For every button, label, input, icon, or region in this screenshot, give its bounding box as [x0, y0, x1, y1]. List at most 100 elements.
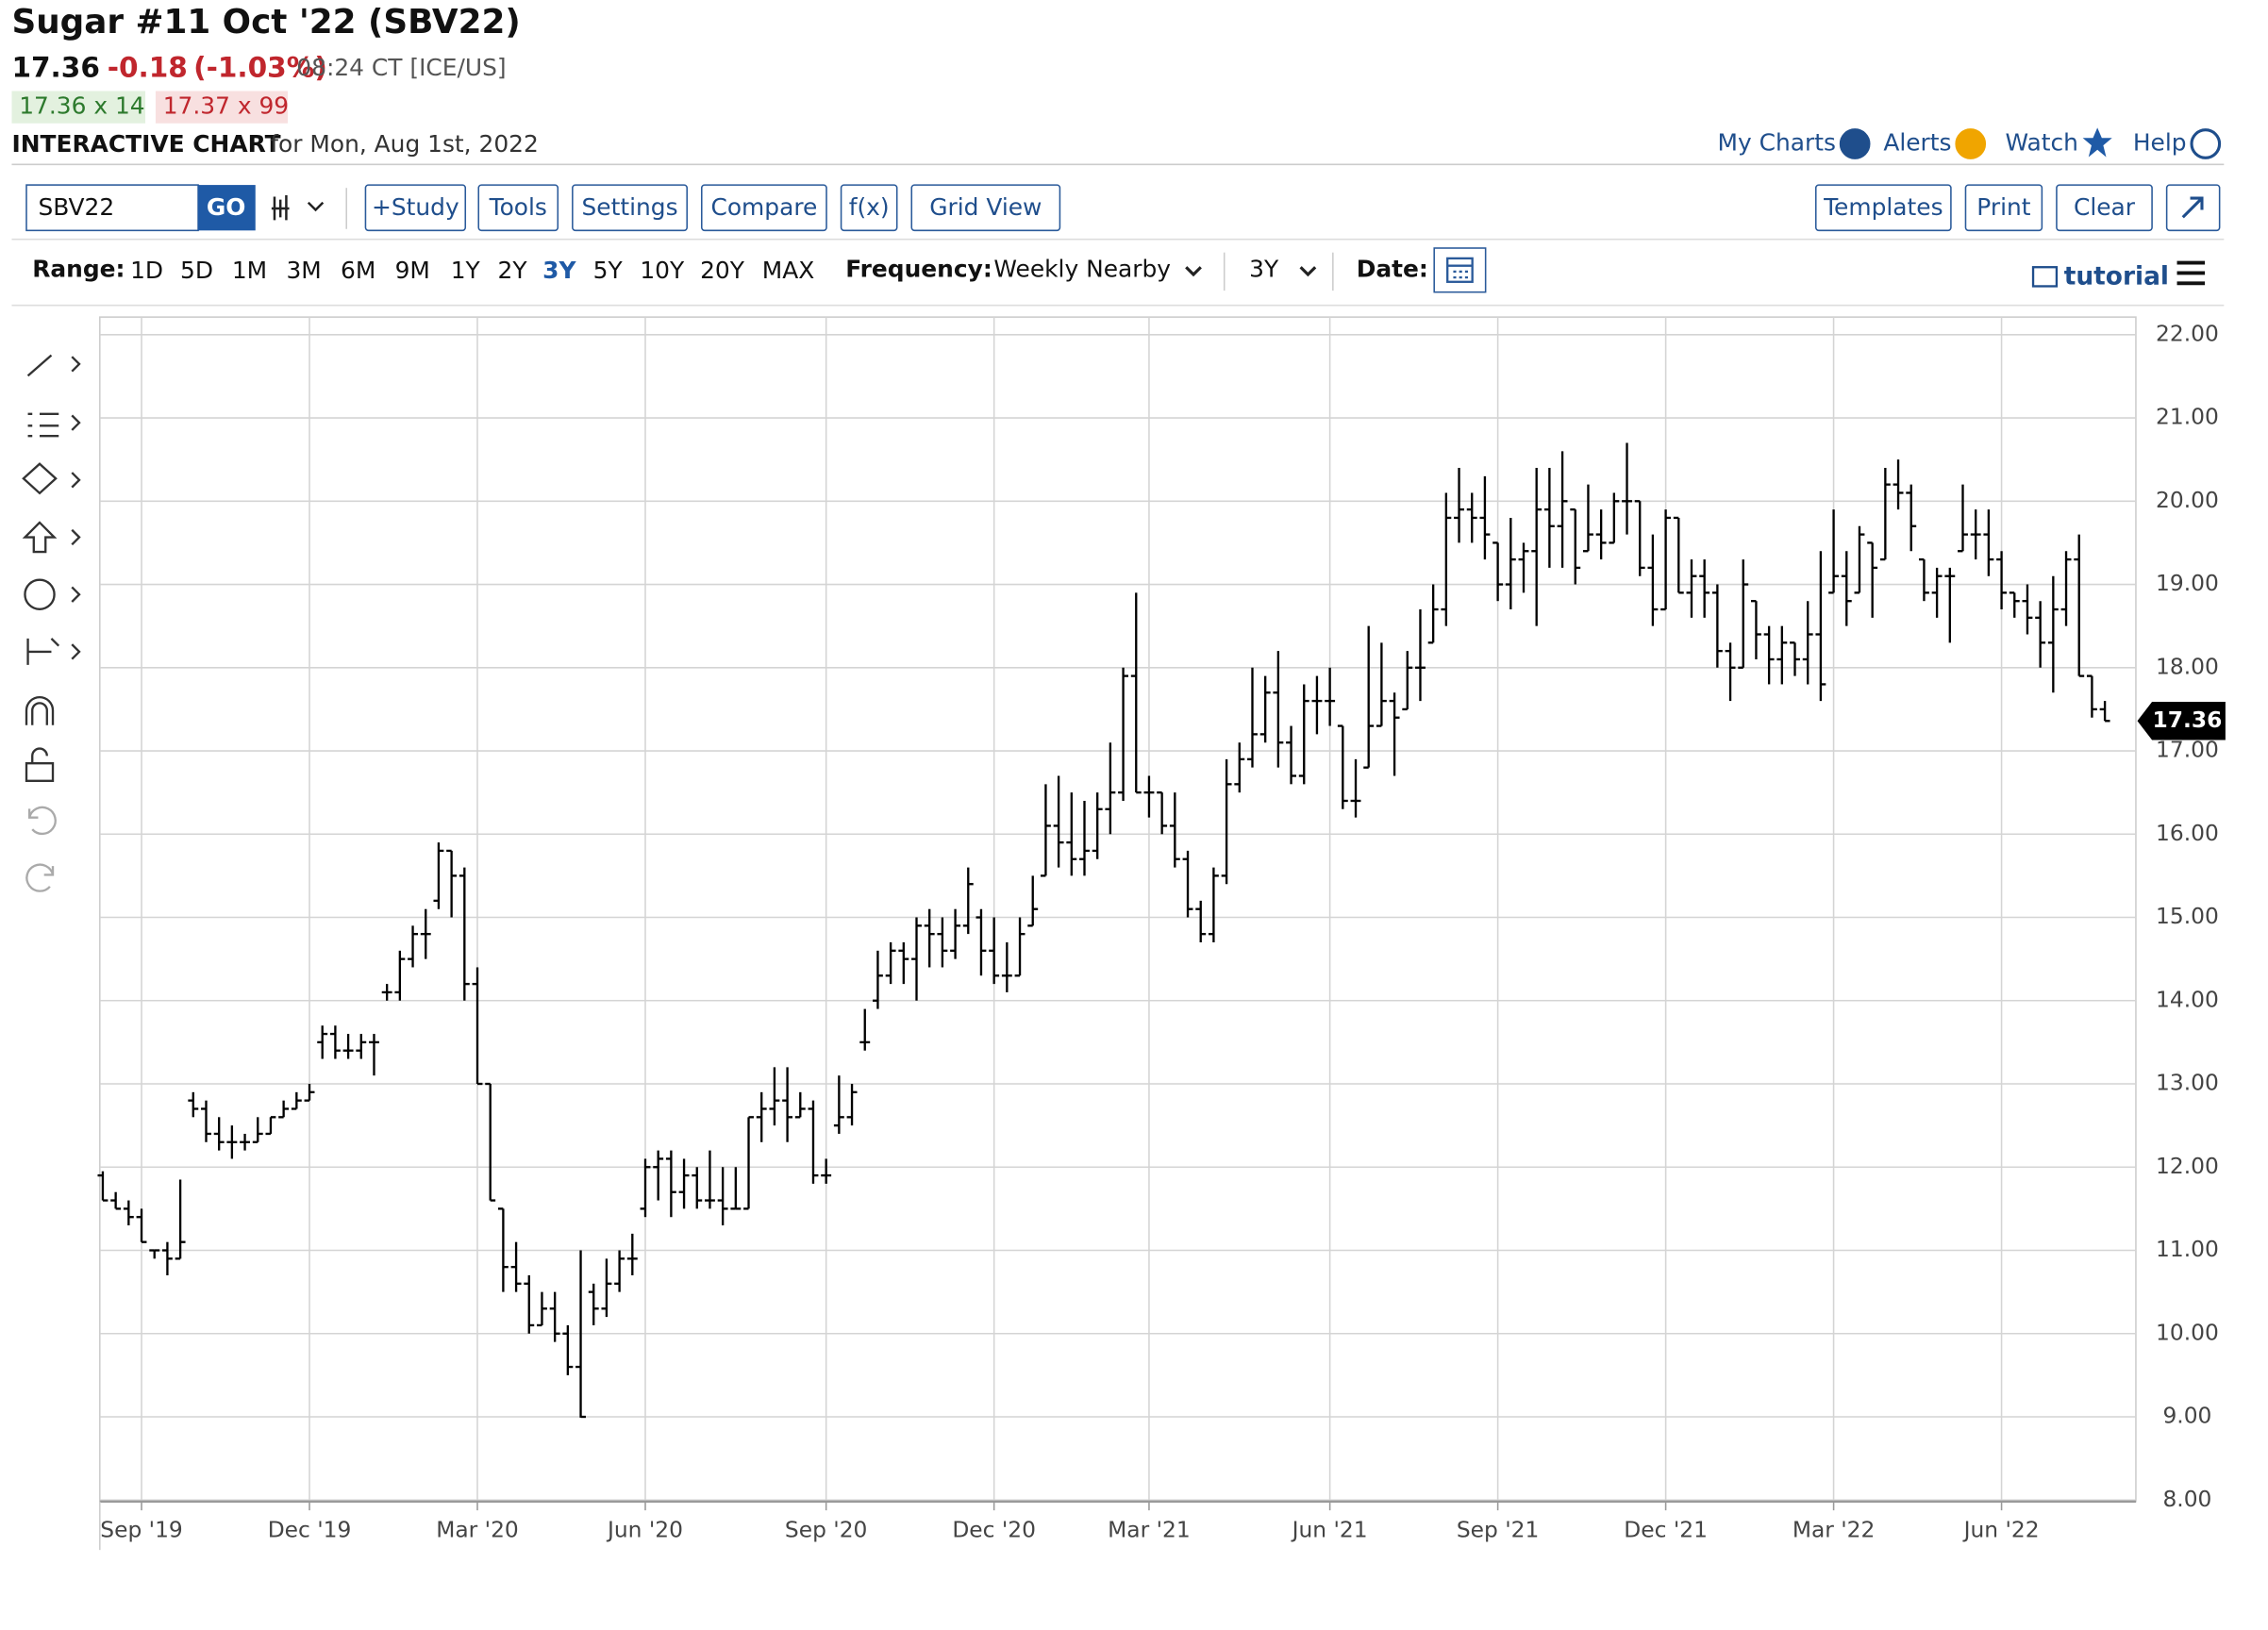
y-tick-label: 8.00 [2162, 1486, 2211, 1512]
range-option[interactable]: 5D [180, 257, 213, 284]
button-frame [1964, 184, 2043, 232]
button-text: Settings [582, 193, 678, 221]
period-value: 3Y [1249, 255, 1279, 282]
price-chart: 8.00 9.00 10.00 11.00 12.00 13.00 14.00 15.00 16… [97, 316, 2226, 1551]
x-tick-label: Jun '22 [1962, 1516, 2040, 1542]
range-option[interactable]: 6M [341, 257, 375, 284]
y-tick-label: 11.00 [2156, 1236, 2219, 1262]
range-option[interactable]: 2Y [498, 257, 528, 284]
button-frame [2056, 184, 2153, 232]
period-select[interactable]: 3Y [1249, 255, 1317, 282]
expand-button[interactable] [2165, 184, 2221, 232]
range-option[interactable]: 3Y [542, 257, 576, 284]
button-frame [572, 184, 688, 232]
shape-tool[interactable] [22, 462, 81, 495]
header-links: My Charts Alerts Watch Help [1718, 127, 2222, 159]
button-frame [910, 184, 1061, 232]
change-percent: (-1.03%) [193, 52, 327, 84]
range-option[interactable]: 1Y [451, 257, 481, 284]
fib-tool[interactable] [27, 412, 81, 438]
link-text: Help [2133, 129, 2187, 157]
last-price-tag [2137, 702, 2226, 740]
redo[interactable] [25, 863, 55, 892]
header-link[interactable]: My Charts [1718, 128, 1871, 159]
toolbar-buttons: +Study Tools Settings Compare f(x) Grid View T… [364, 184, 2221, 232]
toolbar-button[interactable]: Clear [2056, 184, 2153, 232]
lock-tool[interactable] [25, 747, 55, 782]
title: Sugar #11 Oct '22 (SBV22) [11, 3, 520, 42]
date-label: Date: [1357, 255, 1428, 282]
date-picker[interactable] [1433, 247, 1487, 293]
ask: 17.37 x 99 [163, 92, 289, 120]
toolbar-button[interactable]: Settings [572, 184, 688, 232]
chevron [1299, 266, 1317, 277]
arrow-tool[interactable] [22, 521, 81, 554]
toolbar-button[interactable]: f(x) [840, 184, 898, 232]
text-tool[interactable] [24, 578, 56, 610]
range-option[interactable]: 20Y [700, 257, 745, 284]
header-link[interactable]: Alerts [1883, 128, 1987, 159]
icon [2082, 127, 2112, 158]
button-frame [840, 184, 898, 232]
icon [1955, 128, 1987, 159]
toolbar-button[interactable]: Tools [477, 184, 559, 232]
y-tick-label: 21.00 [2156, 404, 2219, 430]
x-tick-label: Mar '20 [436, 1516, 519, 1542]
header-link[interactable]: Watch [2005, 127, 2112, 158]
range-option[interactable]: 5Y [593, 257, 624, 284]
toolbar-button[interactable]: Compare [700, 184, 827, 232]
symbol-input[interactable]: SBV22 [25, 184, 199, 232]
tutorial-text: tutorial [2064, 262, 2169, 291]
header-link[interactable]: Help [2133, 128, 2222, 159]
button-frame [1814, 184, 1952, 232]
x-tick-label: Dec '20 [952, 1516, 1036, 1542]
frequency-label: Frequency: [845, 255, 992, 282]
magnet-tool[interactable] [25, 696, 55, 725]
toolbar-button[interactable]: Grid View [910, 184, 1061, 232]
button-text: Compare [710, 193, 817, 221]
button-frame [364, 184, 467, 232]
go-button[interactable]: GO [198, 185, 256, 231]
range-option[interactable]: 1M [232, 257, 267, 284]
link-text: My Charts [1718, 129, 1836, 157]
range-option[interactable]: 10Y [640, 257, 685, 284]
y-tick-label: 22.00 [2156, 320, 2219, 346]
menu-icon[interactable] [2176, 260, 2206, 286]
range-option[interactable]: 1D [130, 257, 163, 284]
range-option[interactable]: 9M [395, 257, 430, 284]
toolbar-button[interactable]: Templates [1814, 184, 1952, 232]
symbol-text: SBV22 [38, 193, 114, 221]
y-tick-label: 13.00 [2156, 1070, 2219, 1096]
range-option[interactable]: MAX [762, 257, 815, 284]
range-options: 1D 5D 1M 3M 6M 9M 1Y 2Y 3Y 5Y 10Y 20Y MAX [130, 257, 814, 284]
toolbar-button[interactable]: Print [1964, 184, 2043, 232]
chart-label: INTERACTIVE CHART [11, 130, 280, 158]
button-frame [700, 184, 827, 232]
x-tick-label: Jun '20 [606, 1516, 683, 1542]
button-text: Print [1976, 193, 2030, 221]
x-tick-label: Dec '21 [1624, 1516, 1708, 1542]
y-tick-label: 20.00 [2156, 487, 2219, 513]
undo[interactable] [27, 806, 57, 836]
tutorial-link[interactable]: tutorial [2031, 262, 2169, 291]
y-tick-label: 12.00 [2156, 1153, 2219, 1179]
icon [2190, 128, 2222, 159]
x-tick-label: Dec '19 [268, 1516, 352, 1542]
frequency-select[interactable]: Weekly Nearby [993, 255, 1202, 282]
button-text: f(x) [849, 193, 890, 221]
icon [1839, 128, 1871, 159]
bid: 17.36 x 14 [19, 92, 144, 120]
measure-tool[interactable] [26, 638, 81, 665]
x-tick-label: Sep '19 [100, 1516, 182, 1542]
chart-date: for Mon, Aug 1st, 2022 [270, 130, 539, 158]
y-tick-label: 16.00 [2156, 820, 2219, 846]
range-option[interactable]: 3M [286, 257, 321, 284]
chart-type-icon[interactable] [271, 194, 325, 221]
bid-box [11, 91, 146, 124]
line-tool[interactable] [26, 354, 81, 377]
change: -0.18 [108, 52, 188, 84]
toolbar-button[interactable]: +Study [364, 184, 467, 232]
